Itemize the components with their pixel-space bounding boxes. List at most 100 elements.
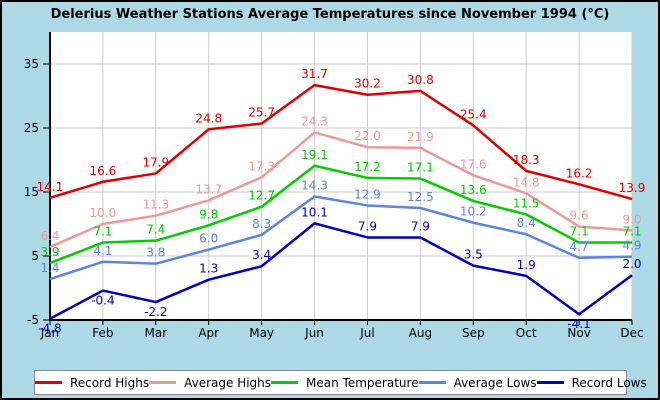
point-label: 17.3 — [248, 159, 275, 173]
point-label: 25.4 — [460, 107, 487, 121]
point-label: 7.1 — [622, 225, 641, 239]
point-label: 14.1 — [37, 180, 64, 194]
legend-item-record-highs: Record Highs — [35, 376, 149, 390]
point-label: -4.1 — [567, 317, 590, 331]
point-label: 17.1 — [407, 161, 434, 175]
series-line — [49, 131, 633, 249]
point-label: 4.7 — [570, 240, 589, 254]
series-record-highs: 14.1 16.6 17.9 24.8 25.7 31.7 30.2 30.8 25.4 18.3… — [37, 67, 646, 201]
x-tick-label: May — [249, 326, 274, 340]
point-label: 7.1 — [570, 225, 589, 239]
point-label: 4.9 — [622, 239, 641, 253]
legend-swatch — [418, 381, 446, 384]
point-label: 7.9 — [358, 219, 377, 233]
legend-item-record-lows: Record Lows — [536, 375, 647, 390]
x-tick-label: Nov — [567, 326, 590, 340]
point-label: 8.3 — [252, 217, 271, 231]
x-tick-label: Mar — [144, 326, 167, 340]
chart-legend: Record Highs Average Highs Mean Temperatur… — [34, 370, 647, 395]
point-label: 30.2 — [354, 77, 381, 91]
point-label: 3.5 — [464, 248, 483, 262]
point-label: 8.4 — [517, 216, 536, 230]
point-label: 9.0 — [622, 212, 641, 226]
point-label: 19.1 — [301, 148, 328, 162]
legend-label: Record Highs — [70, 375, 150, 390]
point-label: 22.0 — [354, 129, 381, 143]
y-tick-label: 35 — [24, 57, 39, 71]
point-label: 17.2 — [354, 160, 381, 174]
point-label: 1.9 — [517, 258, 536, 272]
y-axis-labels: -5 5 15 25 35 — [24, 57, 39, 327]
legend-item-average-highs: Average Highs — [149, 376, 271, 390]
point-label: -4.8 — [38, 322, 61, 336]
y-tick-label: 25 — [24, 121, 39, 135]
legend-label: Record Lows — [571, 375, 647, 390]
point-label: 12.7 — [248, 189, 275, 203]
series-mean-temperature: 3.9 7.1 7.4 9.8 12.7 19.1 17.2 17.1 13.6 11.5 7.1 7… — [40, 148, 642, 265]
series-line — [49, 164, 632, 265]
point-label: 6.0 — [199, 232, 218, 246]
legend-swatch — [271, 381, 299, 384]
point-label: 16.6 — [90, 164, 117, 178]
legend-label: Average Highs — [184, 375, 272, 390]
legend-label: Average Lows — [453, 375, 537, 390]
x-tick-label: Jan — [40, 326, 60, 340]
legend-swatch — [149, 381, 177, 384]
point-label: 25.7 — [248, 106, 275, 120]
legend-swatch — [536, 381, 564, 384]
point-label: 10.0 — [90, 206, 117, 220]
point-label: 18.3 — [513, 153, 540, 167]
point-label: 24.3 — [301, 114, 328, 128]
legend-label: Mean Temperature — [306, 375, 419, 390]
series-line — [49, 195, 633, 281]
series-average-highs: 6.4 10.0 11.3 13.7 17.3 24.3 22.0 21.9 17.6 14.8 9… — [40, 114, 642, 249]
point-label: 7.4 — [146, 223, 165, 237]
point-label: 3.4 — [252, 248, 271, 262]
point-label: 6.4 — [40, 229, 59, 243]
point-label: 1.4 — [40, 261, 59, 275]
y-tick-label: -5 — [27, 313, 39, 327]
x-tick-label: Dec — [620, 326, 643, 340]
chart-title: Delerius Weather Stations Average Temper… — [50, 7, 610, 22]
point-label: -2.2 — [144, 305, 167, 319]
legend-swatch — [35, 381, 62, 384]
gridlines — [50, 32, 633, 320]
series-average-lows: 1.4 4.1 3.8 6.0 8.3 14.3 12.9 12.5 10.2 8.4 4.7 4.9 — [40, 178, 642, 281]
x-tick-label: Aug — [409, 326, 432, 340]
point-label: 9.6 — [570, 209, 589, 223]
point-label: 1.3 — [199, 262, 218, 276]
series-line — [49, 83, 633, 201]
point-label: 2.0 — [622, 257, 641, 271]
point-label: 16.2 — [566, 166, 593, 180]
point-label: 11.5 — [513, 196, 540, 210]
point-label: 12.9 — [354, 187, 381, 201]
x-axis-labels: Jan Feb Mar Apr May Jun Jul Aug Sep Oct Nov Dec — [40, 326, 644, 340]
tick-marks — [43, 63, 633, 325]
x-tick-label: Sep — [462, 326, 485, 340]
series-line — [49, 222, 633, 320]
point-label: 7.9 — [411, 219, 430, 233]
y-tick-label: 5 — [31, 249, 39, 263]
point-label: 31.7 — [301, 67, 328, 81]
point-label: 24.8 — [195, 111, 222, 125]
legend-item-average-lows: Average Lows — [418, 375, 537, 390]
point-label: 13.6 — [460, 183, 487, 197]
point-label: 3.9 — [40, 245, 59, 259]
x-tick-label: Apr — [198, 326, 219, 340]
point-label: 4.1 — [93, 244, 112, 258]
x-tick-label: Jul — [359, 326, 374, 340]
point-label: 14.8 — [513, 175, 540, 189]
point-label: 12.5 — [407, 190, 434, 204]
point-label: 10.1 — [301, 205, 328, 219]
point-label: 11.3 — [142, 198, 169, 212]
point-label: 13.9 — [619, 181, 646, 195]
point-label: 10.2 — [460, 205, 487, 219]
x-tick-label: Feb — [92, 326, 113, 340]
legend-item-mean-temperature: Mean Temperature — [271, 376, 419, 390]
x-tick-label: Oct — [516, 326, 537, 340]
point-label: 9.8 — [199, 207, 218, 221]
y-tick-label: 15 — [24, 185, 39, 199]
point-label: 13.7 — [195, 182, 222, 196]
